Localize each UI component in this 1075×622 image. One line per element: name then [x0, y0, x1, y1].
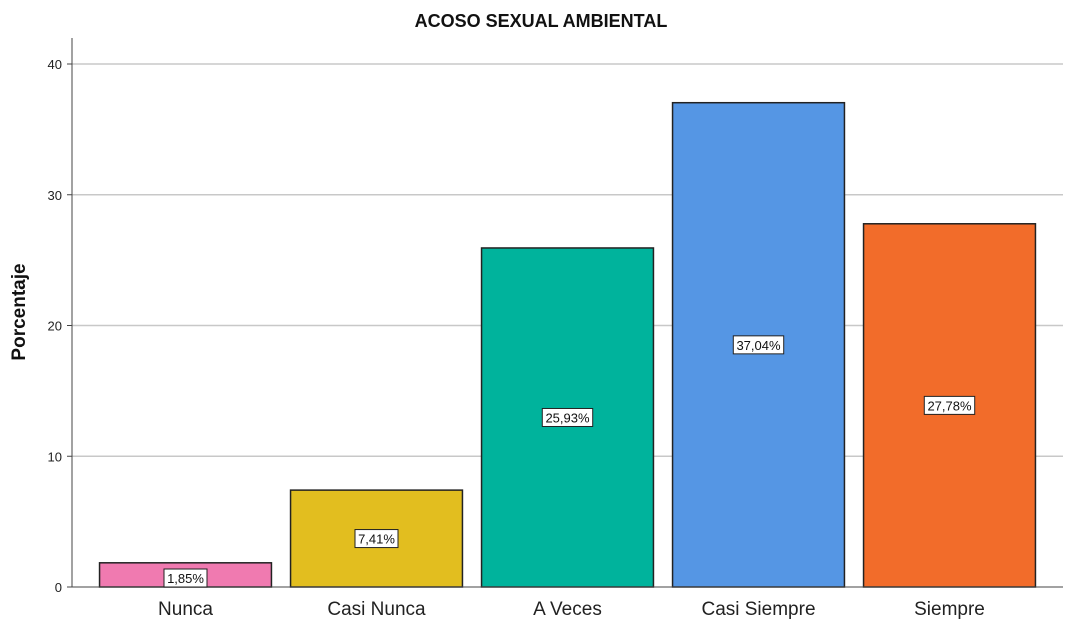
y-tick-label: 30	[48, 188, 62, 203]
x-tick-label: Casi Siempre	[701, 599, 815, 620]
data-label-box	[541, 407, 594, 427]
data-label-box	[163, 568, 208, 588]
data-label-text: 1,85%	[167, 571, 204, 586]
x-tick-label: Siempre	[914, 599, 985, 620]
data-label: 25,93%	[541, 407, 594, 427]
data-label-text: 27,78%	[927, 398, 972, 413]
data-label-box	[732, 335, 785, 355]
data-label: 37,04%	[732, 335, 785, 355]
data-label-text: 37,04%	[736, 338, 781, 353]
data-label: 27,78%	[923, 395, 976, 415]
data-label: 7,41%	[354, 529, 399, 549]
y-axis-label: Porcentaje	[9, 263, 30, 360]
y-axis-ticks: 0 10 20 30 40	[48, 57, 72, 595]
data-label-box	[354, 529, 399, 549]
x-tick-label: A Veces	[533, 599, 602, 620]
y-tick-label: 10	[48, 449, 62, 464]
y-tick-label: 0	[55, 580, 62, 595]
data-label-box	[923, 395, 976, 415]
data-label: 1,85%	[163, 568, 208, 588]
chart-title: ACOSO SEXUAL AMBIENTAL	[415, 11, 668, 31]
x-tick-label: Casi Nunca	[327, 599, 426, 620]
x-axis-ticks: Nunca Casi Nunca A Veces Casi Siempre Siempr…	[158, 599, 985, 620]
bars	[98, 101, 1037, 588]
y-tick-label: 40	[48, 57, 62, 72]
x-tick-label: Nunca	[158, 599, 213, 620]
data-labels: 1,85% 7,41% 25,93% 37,04% 27,78%	[163, 335, 976, 588]
data-label-text: 25,93%	[545, 410, 590, 425]
data-label-text: 7,41%	[358, 532, 395, 547]
y-tick-label: 20	[48, 319, 62, 334]
